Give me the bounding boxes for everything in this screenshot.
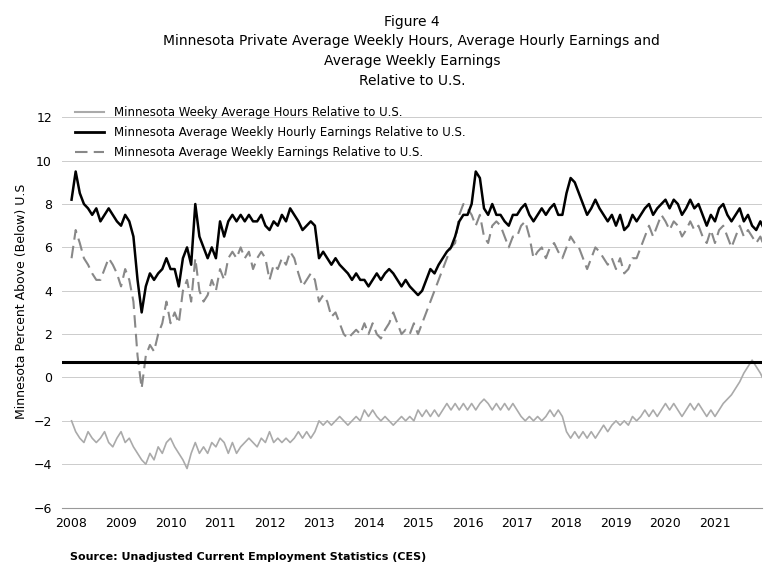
Legend: Minnesota Weeky Average Hours Relative to U.S., Minnesota Average Weekly Hourly : Minnesota Weeky Average Hours Relative t… <box>75 106 465 159</box>
Title: Figure 4
Minnesota Private Average Weekly Hours, Average Hourly Earnings and
Ave: Figure 4 Minnesota Private Average Weekl… <box>163 15 660 87</box>
Y-axis label: Minnesota Percent Above (Below) U.S: Minnesota Percent Above (Below) U.S <box>15 184 28 419</box>
Text: Source: Unadjusted Current Employment Statistics (CES): Source: Unadjusted Current Employment St… <box>70 552 426 562</box>
